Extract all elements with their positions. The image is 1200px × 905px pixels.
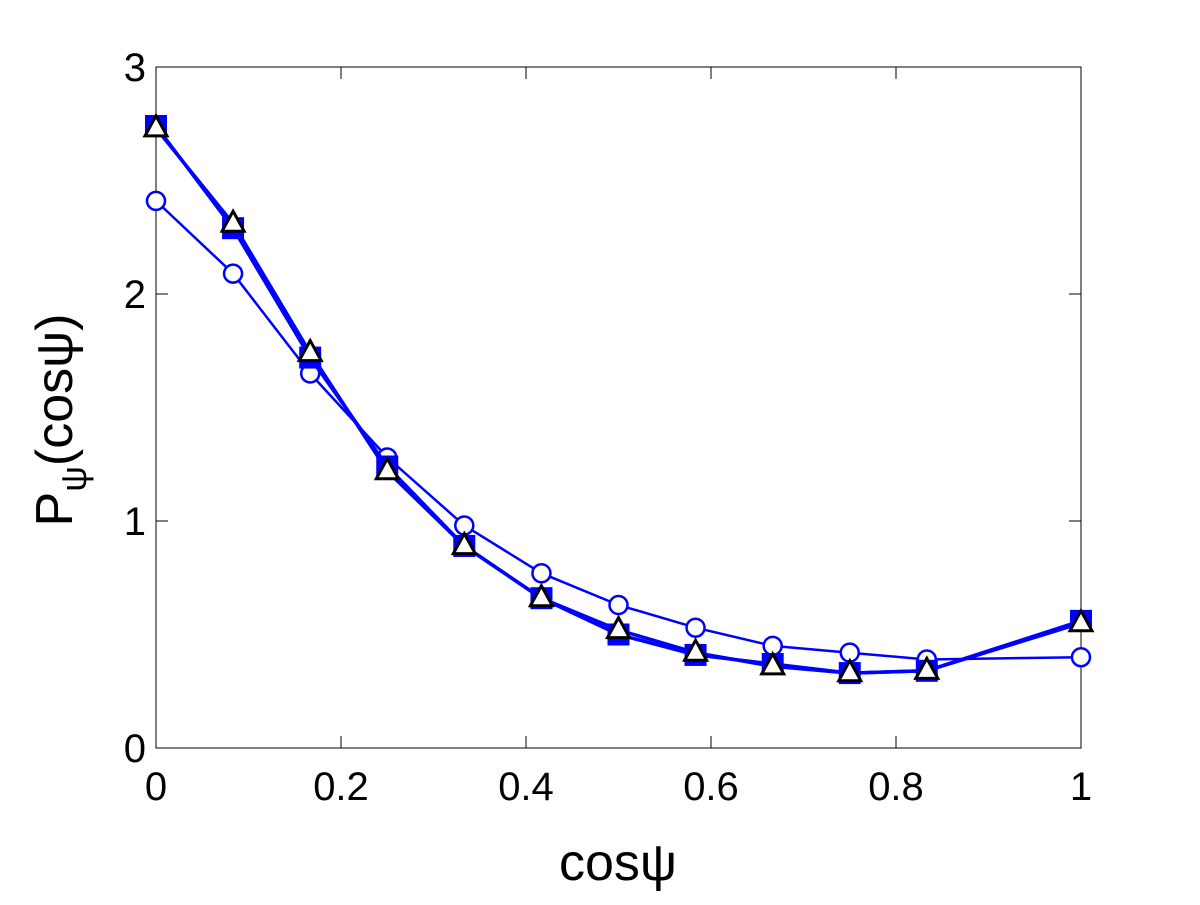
tick-labels: 0 0.2 0.4 0.6 0.8 1 0 1 2 3 — [124, 46, 1092, 809]
data-point-triangle — [604, 614, 633, 640]
y-axis-title-arg: (cosψ) — [26, 314, 84, 467]
x-tick-label: 0.6 — [683, 765, 739, 809]
data-point-triangle — [759, 650, 787, 676]
x-tick-label: 1 — [1070, 765, 1092, 809]
series-triangle — [142, 112, 1095, 683]
data-point-circle — [685, 617, 706, 638]
y-tick-label: 0 — [124, 727, 146, 771]
data-point-triangle — [836, 657, 864, 683]
x-tick-label: 0.4 — [498, 765, 554, 809]
series-line-triangle — [154, 127, 1082, 675]
series-circle — [145, 190, 1092, 670]
y-axis-title-subscript: ψ — [53, 466, 94, 492]
data-point-circle — [608, 594, 629, 616]
data-point-triangle — [142, 112, 170, 138]
data-point-circle — [145, 190, 167, 212]
x-tick-label: 0.2 — [313, 765, 369, 809]
data-point-triangle — [219, 208, 247, 233]
plot-area — [155, 66, 1082, 749]
x-tick-label: 0 — [145, 765, 167, 809]
series-line-circle — [155, 199, 1082, 661]
data-point-triangle — [296, 337, 324, 363]
data-point-circle — [531, 562, 552, 584]
data-point-triangle — [527, 582, 555, 608]
y-tick-label: 1 — [124, 500, 146, 544]
data-point-circle — [222, 263, 244, 284]
data-point-triangle — [682, 637, 710, 662]
ticks — [155, 66, 1082, 749]
data-point-circle — [1070, 646, 1092, 668]
x-tick-label: 0.8 — [868, 765, 924, 809]
data-point-triangle — [1067, 607, 1095, 633]
y-tick-label: 3 — [124, 46, 146, 90]
svg-text:Pψ(cosψ): Pψ(cosψ) — [26, 314, 94, 527]
data-point-triangle — [450, 530, 478, 556]
y-axis-title-main: P — [26, 492, 84, 527]
x-axis-title: cosψ — [559, 834, 677, 892]
data-point-triangle — [373, 455, 401, 481]
series — [142, 112, 1095, 685]
data-point-triangle — [913, 655, 941, 680]
y-axis-title: Pψ(cosψ) — [26, 314, 94, 527]
y-tick-label: 2 — [124, 273, 146, 317]
